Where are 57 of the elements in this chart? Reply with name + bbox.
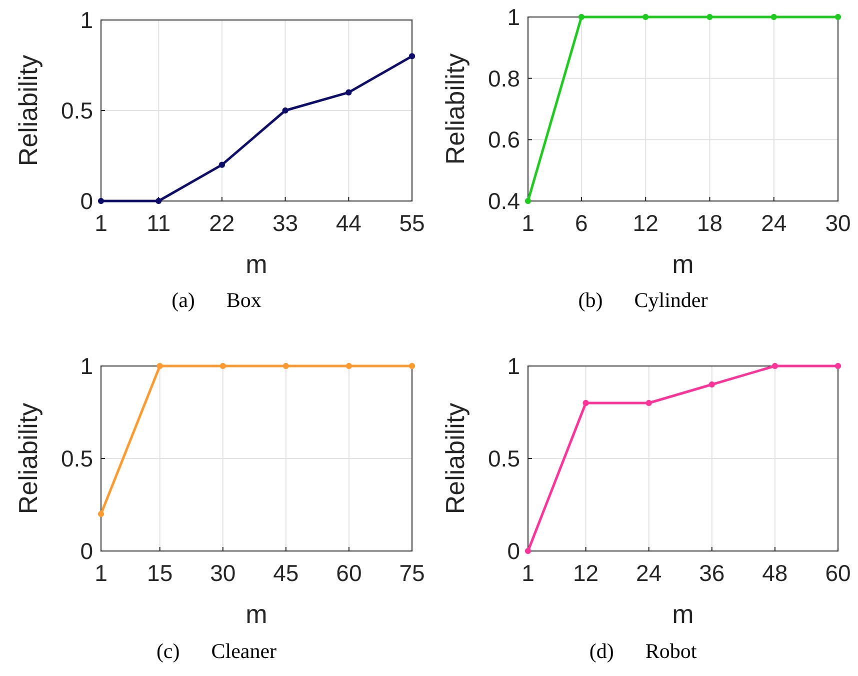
text: (c) Cleaner — [156, 639, 277, 663]
point — [156, 198, 162, 204]
x-tick-label: 33 — [272, 210, 298, 236]
x-tick-label: 30 — [210, 560, 236, 586]
x-axis-title: m — [672, 599, 694, 629]
point — [646, 400, 652, 406]
point — [408, 53, 416, 60]
x-tick-label: 48 — [762, 560, 788, 586]
x-tick-label: 18 — [696, 210, 723, 236]
x-tick-label: 24 — [636, 560, 662, 586]
point — [834, 362, 842, 370]
x-axis-title: m — [672, 249, 694, 279]
x-tick-label: 75 — [399, 560, 425, 586]
y-tick-label: 0.4 — [488, 188, 520, 214]
x-tick-label: 11 — [146, 210, 171, 236]
y-tick-label: 0.5 — [488, 446, 520, 472]
x-tick-label: 15 — [147, 560, 173, 586]
y-tick-label: 0.5 — [61, 446, 93, 472]
text: (b) Cylinder — [578, 288, 708, 312]
y-axis-title: Reliability — [440, 402, 470, 514]
x-axis-title: m — [246, 599, 268, 629]
point — [218, 162, 226, 168]
text: (a) Box — [172, 288, 262, 312]
y-tick-label: 0 — [80, 538, 93, 564]
x-tick-label: 22 — [209, 210, 235, 236]
x-tick-label: 44 — [336, 210, 362, 236]
x-tick-label: 12 — [632, 210, 658, 236]
y-tick-label: 0 — [507, 538, 520, 564]
y-axis-title: Reliability — [13, 402, 43, 514]
point — [346, 89, 352, 96]
point — [282, 107, 288, 114]
point — [708, 381, 715, 388]
x-tick-label: 24 — [761, 210, 787, 236]
y-axis-title: Reliability — [440, 53, 470, 165]
x-tick-label: 45 — [273, 560, 299, 586]
point — [524, 548, 532, 554]
y-tick-label: 0.8 — [488, 65, 520, 92]
x-tick-label: 12 — [573, 560, 599, 586]
y-tick-label: 0.5 — [61, 98, 93, 124]
y-tick-label: 1 — [80, 7, 93, 33]
x-tick-label: 55 — [399, 210, 425, 236]
x-axis-title: m — [246, 249, 268, 279]
y-tick-label: 1 — [507, 353, 520, 379]
y-tick-label: 1 — [80, 353, 93, 379]
x-tick-label: 60 — [825, 560, 851, 586]
x-tick-label: 60 — [336, 560, 362, 586]
x-tick-label: 30 — [825, 210, 851, 236]
point — [772, 362, 778, 370]
point — [98, 198, 104, 204]
y-axis-title: Reliability — [13, 54, 43, 166]
x-tick-label: 6 — [575, 210, 588, 236]
text: (d) Robot — [589, 639, 697, 663]
y-tick-label: 0.6 — [488, 126, 520, 153]
y-tick-label: 1 — [507, 4, 520, 30]
x-tick-label: 36 — [699, 560, 725, 586]
y-tick-label: 0 — [80, 188, 93, 214]
point — [582, 400, 589, 406]
